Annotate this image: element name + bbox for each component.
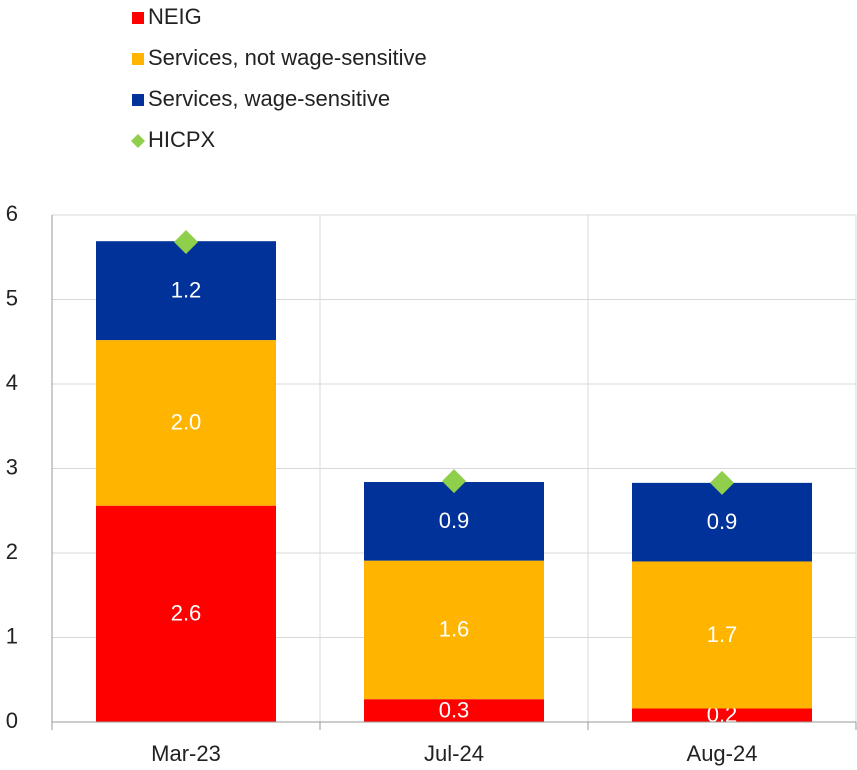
bar-segment (364, 699, 544, 722)
hicpx-marker (174, 230, 198, 255)
value-label: 0.9 (439, 508, 470, 533)
legend-swatch (132, 94, 144, 106)
y-tick-label: 0 (6, 708, 18, 733)
bar-segment (632, 561, 812, 709)
bar-segment (96, 340, 276, 506)
legend-swatch (132, 53, 144, 65)
bar-segment (364, 560, 544, 700)
legend-label: NEIG (148, 4, 202, 29)
bar-segment (96, 505, 276, 722)
value-label: 2.0 (171, 410, 202, 435)
value-label: 0.9 (707, 509, 738, 534)
bar-segment (632, 482, 812, 562)
y-tick-label: 5 (6, 285, 18, 310)
value-label: 2.6 (171, 601, 202, 626)
y-tick-label: 1 (6, 623, 18, 648)
legend-swatch (132, 12, 144, 24)
value-label: 1.2 (171, 277, 202, 302)
value-label: 0.3 (439, 697, 470, 722)
bar-segment (364, 482, 544, 561)
hicpx-marker (442, 469, 466, 494)
legend-label: Services, wage-sensitive (148, 86, 390, 111)
legend-marker (131, 134, 145, 148)
x-tick-label: Aug-24 (687, 741, 758, 766)
value-label: 1.6 (439, 617, 470, 642)
bar-segment (632, 708, 812, 722)
y-tick-label: 2 (6, 539, 18, 564)
legend-label: Services, not wage-sensitive (148, 45, 427, 70)
x-tick-label: Jul-24 (424, 741, 484, 766)
y-tick-label: 6 (6, 201, 18, 226)
value-label: 1.7 (707, 622, 738, 647)
hicpx-marker (710, 470, 734, 495)
y-tick-label: 3 (6, 454, 18, 479)
bar-segment (96, 241, 276, 341)
legend-label: HICPX (148, 127, 216, 152)
x-tick-label: Mar-23 (151, 741, 221, 766)
y-tick-label: 4 (6, 370, 18, 395)
